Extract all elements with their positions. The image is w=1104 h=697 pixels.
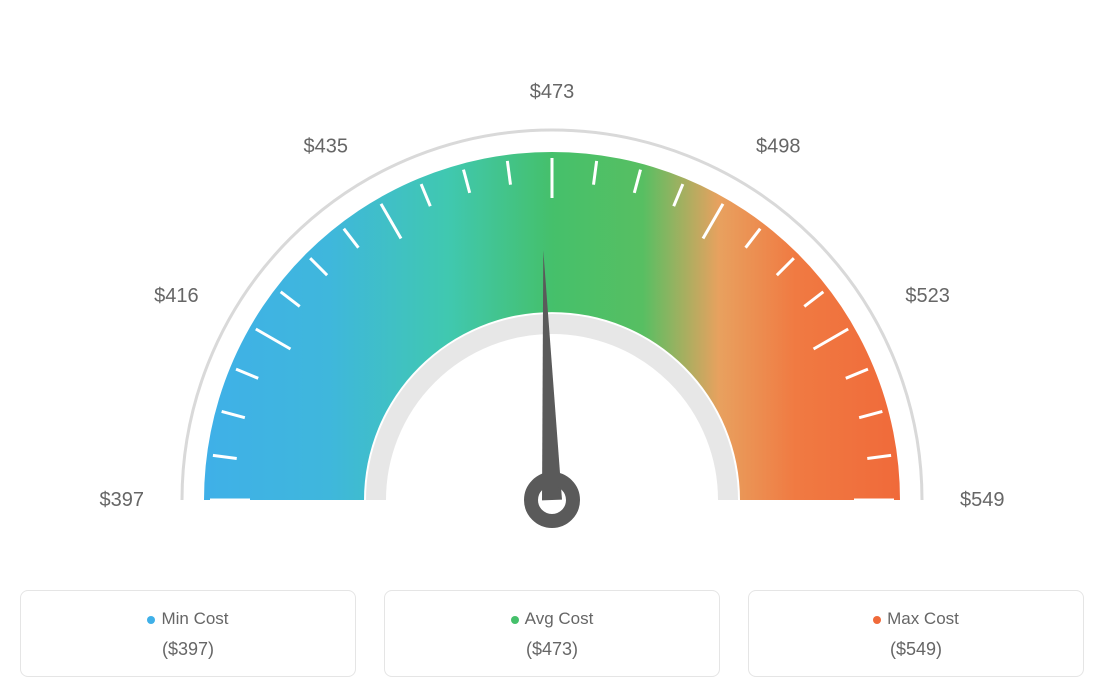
legend-label-max: Max Cost bbox=[887, 609, 959, 628]
legend-label-avg: Avg Cost bbox=[525, 609, 594, 628]
gauge-tick-label: $498 bbox=[756, 136, 801, 158]
legend-card-min: Min Cost ($397) bbox=[20, 590, 356, 677]
legend-card-max: Max Cost ($549) bbox=[748, 590, 1084, 677]
legend-dot-min bbox=[147, 616, 155, 624]
legend-title-avg: Avg Cost bbox=[395, 609, 709, 629]
gauge-chart: $397 $416 $435 $473 $498 $523 $549 bbox=[20, 20, 1084, 580]
legend-value-min: ($397) bbox=[31, 639, 345, 660]
gauge-svg: $397 $416 $435 $473 $498 $523 $549 bbox=[20, 20, 1084, 580]
legend-value-avg: ($473) bbox=[395, 639, 709, 660]
legend-row: Min Cost ($397) Avg Cost ($473) Max Cost… bbox=[20, 590, 1084, 677]
legend-dot-max bbox=[873, 616, 881, 624]
legend-card-avg: Avg Cost ($473) bbox=[384, 590, 720, 677]
legend-title-max: Max Cost bbox=[759, 609, 1073, 629]
gauge-tick-label: $523 bbox=[905, 285, 950, 307]
cost-gauge-widget: $397 $416 $435 $473 $498 $523 $549 Min Cost ($… bbox=[20, 20, 1084, 677]
legend-dot-avg bbox=[511, 616, 519, 624]
gauge-tick-label: $416 bbox=[154, 285, 199, 307]
gauge-tick-label: $473 bbox=[530, 81, 575, 103]
legend-title-min: Min Cost bbox=[31, 609, 345, 629]
gauge-tick-label: $435 bbox=[304, 136, 349, 158]
legend-value-max: ($549) bbox=[759, 639, 1073, 660]
gauge-tick-label: $549 bbox=[960, 489, 1005, 511]
gauge-tick-label: $397 bbox=[100, 489, 145, 511]
legend-label-min: Min Cost bbox=[161, 609, 228, 628]
